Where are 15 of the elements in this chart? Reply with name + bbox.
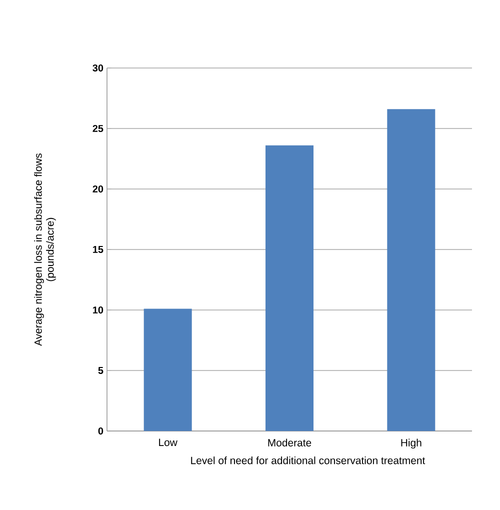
y-axis-title: Average nitrogen loss in subsurface flows (pounds/acre) — [34, 153, 56, 346]
y-tick-label: 30 — [92, 64, 104, 72]
x-tick-label: Moderate — [268, 438, 312, 446]
y-tick-label: 20 — [92, 185, 104, 193]
y-tick-label: 0 — [98, 427, 104, 435]
y-tick-label: 25 — [92, 124, 104, 132]
bar — [265, 145, 314, 431]
y-tick-label: 15 — [93, 246, 104, 253]
x-tick-label: Low — [159, 438, 178, 446]
y-tick-label: 5 — [98, 367, 104, 374]
bar — [387, 109, 436, 431]
bar — [144, 308, 192, 431]
x-axis-title: Level of need for additional conservation treatment — [191, 456, 426, 464]
y-tick-label: 10 — [93, 306, 104, 314]
x-tick-label: High — [401, 438, 422, 449]
